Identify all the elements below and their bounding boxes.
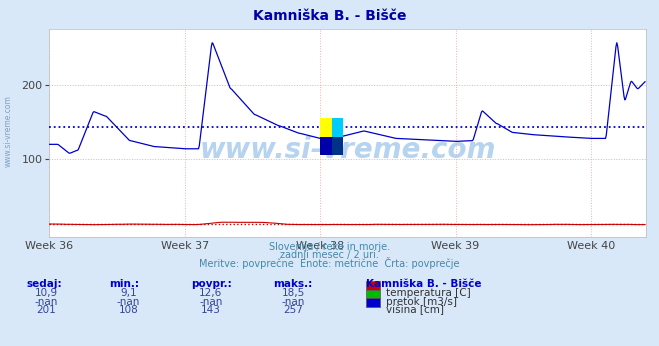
Text: 9,1: 9,1 <box>120 288 137 298</box>
Text: sedaj:: sedaj: <box>26 279 62 289</box>
Text: Kamniška B. - Bišče: Kamniška B. - Bišče <box>366 279 481 289</box>
Text: maks.:: maks.: <box>273 279 313 289</box>
Text: Slovenija / reke in morje.: Slovenija / reke in morje. <box>269 242 390 252</box>
Text: Meritve: povprečne  Enote: metrične  Črta: povprečje: Meritve: povprečne Enote: metrične Črta:… <box>199 257 460 270</box>
FancyBboxPatch shape <box>331 137 343 155</box>
FancyBboxPatch shape <box>320 118 331 137</box>
Text: 12,6: 12,6 <box>199 288 223 298</box>
Text: -nan: -nan <box>117 297 140 307</box>
Text: -nan: -nan <box>199 297 223 307</box>
Text: www.si-vreme.com: www.si-vreme.com <box>3 95 13 167</box>
Text: 143: 143 <box>201 305 221 315</box>
Text: zadnji mesec / 2 uri.: zadnji mesec / 2 uri. <box>280 250 379 260</box>
Text: -nan: -nan <box>281 297 305 307</box>
Text: višina [cm]: višina [cm] <box>386 305 444 316</box>
Text: temperatura [C]: temperatura [C] <box>386 288 471 298</box>
Text: 201: 201 <box>36 305 56 315</box>
FancyBboxPatch shape <box>320 137 331 155</box>
Text: www.si-vreme.com: www.si-vreme.com <box>200 136 496 164</box>
Text: Kamniška B. - Bišče: Kamniška B. - Bišče <box>253 9 406 22</box>
Text: 18,5: 18,5 <box>281 288 305 298</box>
Text: 108: 108 <box>119 305 138 315</box>
Text: 257: 257 <box>283 305 303 315</box>
FancyBboxPatch shape <box>331 118 343 137</box>
Text: povpr.:: povpr.: <box>191 279 232 289</box>
Text: 10,9: 10,9 <box>34 288 58 298</box>
Text: pretok [m3/s]: pretok [m3/s] <box>386 297 457 307</box>
Text: min.:: min.: <box>109 279 139 289</box>
Text: -nan: -nan <box>34 297 58 307</box>
